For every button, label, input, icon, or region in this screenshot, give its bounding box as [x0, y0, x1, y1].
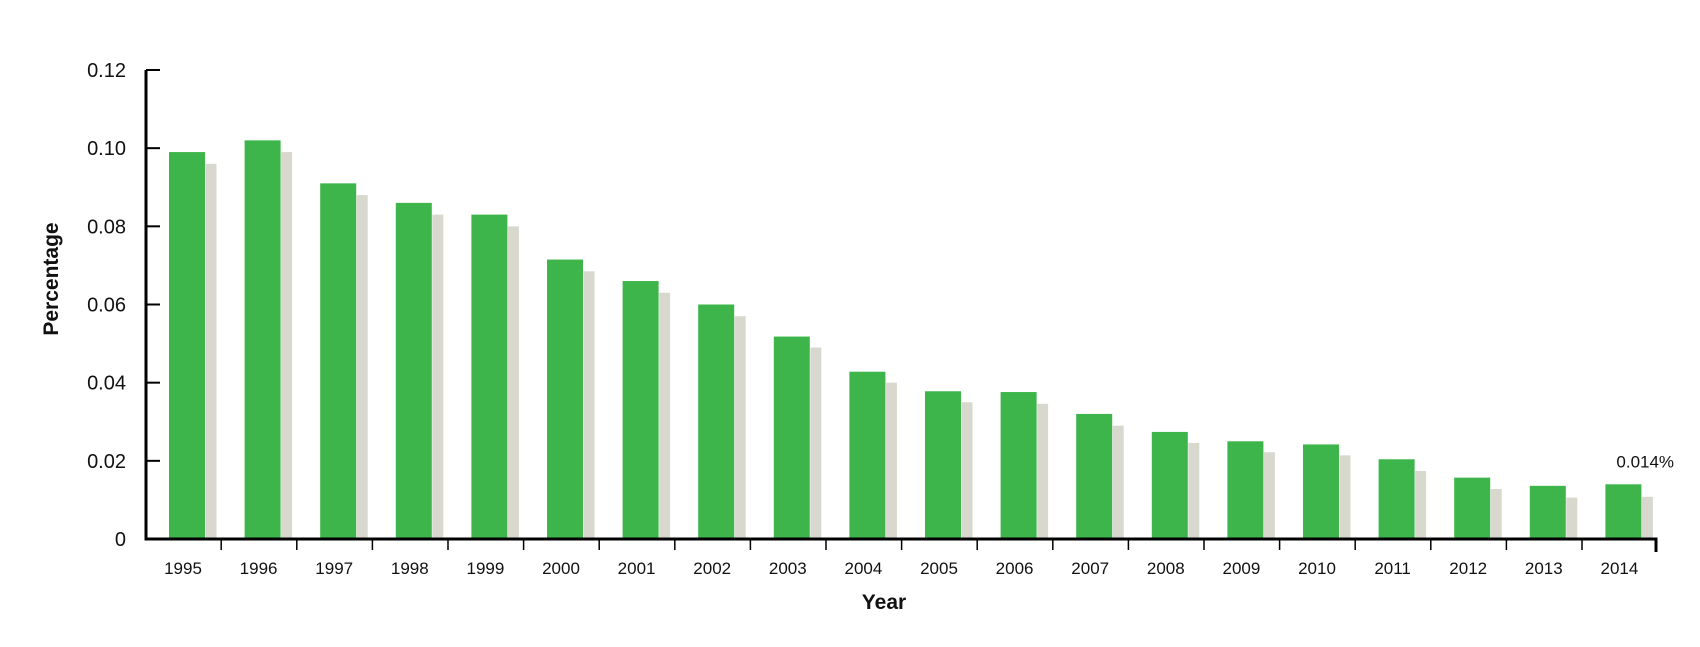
bar-grey-2001 [659, 292, 671, 539]
bar-green-2013 [1529, 485, 1566, 539]
bar-grey-2013 [1566, 497, 1578, 539]
bar-grey-2007 [1112, 425, 1124, 539]
x-tick-label-1999: 1999 [466, 559, 504, 578]
bar-green-2009 [1227, 441, 1264, 539]
bar-grey-2012 [1490, 488, 1502, 539]
bar-grey-1995 [205, 163, 217, 540]
bar-grey-2002 [734, 316, 746, 539]
bar-grey-1997 [356, 195, 368, 540]
data-label-2014: 0.014% [1616, 452, 1674, 471]
x-tick-label-2002: 2002 [693, 559, 731, 578]
bar-green-2004 [849, 371, 886, 539]
bar-grey-2011 [1415, 470, 1427, 539]
bar-green-1995 [169, 152, 205, 539]
y-tick-label-0.02: 0.02 [87, 451, 126, 473]
y-tick-label-0.06: 0.06 [87, 295, 126, 317]
axes-layer [144, 69, 1658, 552]
bar-green-2001 [622, 281, 659, 539]
x-tick-label-2003: 2003 [769, 559, 807, 578]
labels-layer: 0 0.02 0.04 0.06 0.08 0.10 0.12 1995 1996 1997 199… [87, 60, 1674, 578]
bar-grey-2003 [810, 347, 822, 539]
bar-green-1998 [395, 202, 432, 539]
bars-layer [169, 140, 1653, 540]
x-tick-label-2012: 2012 [1449, 559, 1487, 578]
x-tick-label-1996: 1996 [240, 559, 278, 578]
bar-green-2006 [1000, 392, 1037, 539]
y-tick-label-0: 0 [115, 529, 126, 551]
bar-grey-2008 [1188, 442, 1200, 539]
bar-grey-2004 [885, 382, 897, 539]
y-tick-label-0.10: 0.10 [87, 138, 126, 160]
x-tick-label-2013: 2013 [1525, 559, 1563, 578]
bar-grey-1996 [281, 152, 293, 539]
bar-grey-2006 [1037, 403, 1049, 539]
x-tick-label-2008: 2008 [1147, 559, 1185, 578]
bar-green-2007 [1076, 413, 1113, 539]
y-tick-label-0.04: 0.04 [87, 373, 126, 395]
bar-green-2010 [1303, 444, 1339, 539]
x-tick-label-2014: 2014 [1600, 559, 1638, 578]
bar-grey-2000 [583, 271, 595, 539]
bar-grey-2010 [1339, 455, 1351, 539]
bar-green-2008 [1151, 431, 1188, 539]
x-tick-label-2001: 2001 [618, 559, 656, 578]
bar-green-2014 [1605, 484, 1642, 539]
x-tick-label-1997: 1997 [315, 559, 353, 578]
x-axis-title: Year [862, 591, 906, 614]
bar-green-1996 [244, 140, 281, 539]
x-tick-label-1998: 1998 [391, 559, 429, 578]
x-tick-label-2009: 2009 [1222, 559, 1260, 578]
bar-grey-2005 [961, 402, 973, 539]
y-tick-label-0.12: 0.12 [87, 60, 126, 82]
bar-grey-2009 [1263, 452, 1275, 539]
bar-green-1997 [320, 183, 357, 539]
x-tick-label-2005: 2005 [920, 559, 958, 578]
x-tick-label-2011: 2011 [1374, 559, 1411, 578]
bar-green-2012 [1454, 477, 1491, 539]
bar-grey-1999 [507, 226, 519, 540]
bar-green-2002 [698, 304, 735, 539]
bar-green-1999 [471, 214, 508, 539]
y-tick-label-0.08: 0.08 [87, 216, 126, 238]
bar-green-2005 [925, 391, 961, 539]
bar-grey-2014 [1641, 496, 1653, 539]
x-tick-label-2007: 2007 [1071, 559, 1109, 578]
bar-green-2000 [547, 259, 583, 539]
x-tick-label-2010: 2010 [1298, 559, 1336, 578]
bar-grey-1998 [432, 214, 444, 539]
bar-green-2003 [773, 336, 810, 539]
y-axis-title: Percentage [40, 222, 63, 335]
x-tick-label-2006: 2006 [996, 559, 1034, 578]
bar-green-2011 [1378, 459, 1415, 539]
x-tick-label-2000: 2000 [542, 559, 580, 578]
x-tick-label-1995: 1995 [164, 559, 202, 578]
x-tick-label-2004: 2004 [844, 559, 882, 578]
